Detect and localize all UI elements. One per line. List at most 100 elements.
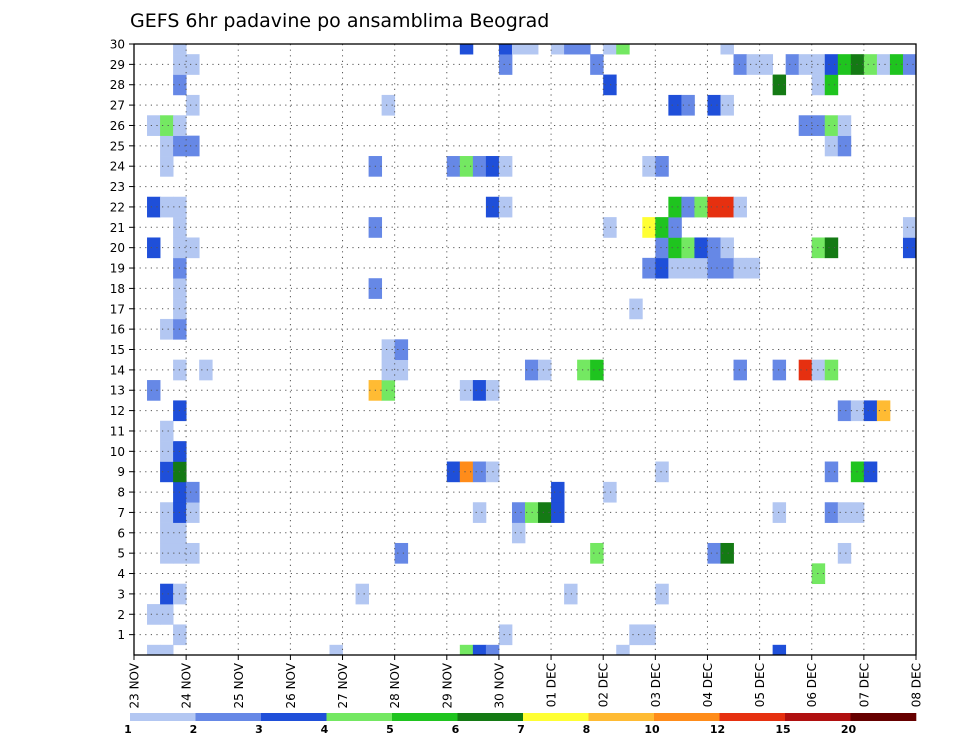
heatmap-cell [511, 522, 526, 544]
heatmap-cell [824, 461, 839, 483]
heatmap-cell [160, 318, 174, 340]
heatmap-cell [785, 54, 800, 75]
heatmap-cell [746, 54, 760, 75]
heatmap-cell [590, 359, 604, 381]
grid-lines [134, 44, 916, 655]
heatmap-cell [160, 420, 174, 442]
heatmap-cell [707, 542, 721, 564]
colorbar-label: 12 [710, 723, 725, 736]
x-tick-label: 23 NOV [128, 662, 142, 708]
heatmap-cell [811, 54, 826, 75]
y-tick-label: 3 [117, 587, 125, 601]
heatmap-cell [824, 359, 839, 381]
heatmap-cell [603, 481, 617, 503]
heatmap-cell [186, 237, 200, 259]
heatmap-cell [459, 644, 474, 656]
heatmap-cell [811, 359, 826, 381]
heatmap-cell [394, 542, 409, 564]
colorbar-swatch [130, 713, 196, 721]
heatmap-cell [160, 542, 174, 564]
y-tick-label: 25 [110, 139, 125, 153]
heatmap-cell [186, 94, 200, 116]
heatmap-cell [837, 115, 852, 136]
x-tick-label: 03 DEC [649, 663, 663, 707]
heatmap-cell [863, 461, 878, 483]
heatmap-cell [655, 156, 669, 177]
heatmap-cell [459, 380, 474, 401]
heatmap-cell [551, 44, 565, 55]
heatmap-cell [655, 217, 669, 238]
colorbar-swatch [457, 713, 524, 721]
y-tick-label: 19 [110, 262, 125, 276]
heatmap-cell [759, 54, 774, 75]
y-tick-label: 26 [110, 119, 125, 133]
colorbar-label: 3 [255, 723, 263, 736]
heatmap-cell [511, 502, 526, 523]
heatmap-cell [564, 44, 578, 55]
heatmap-cell [186, 502, 200, 523]
heatmap-cell [381, 359, 396, 381]
colorbar-swatch [523, 713, 589, 721]
heatmap-cell [160, 135, 174, 157]
heatmap-cell [772, 359, 787, 381]
heatmap-cell [824, 54, 839, 75]
heatmap-cell [459, 156, 474, 177]
heatmap-cell [811, 237, 826, 259]
y-tick-label: 4 [117, 567, 125, 581]
heatmap-cell [538, 502, 552, 523]
heatmap-cell [772, 74, 787, 96]
heatmap-cell [160, 461, 174, 483]
y-tick-label: 10 [110, 445, 125, 459]
y-tick-label: 24 [110, 160, 125, 174]
heatmap-cell [681, 94, 695, 116]
y-tick-label: 18 [110, 282, 125, 296]
heatmap-cell [863, 54, 878, 75]
y-tick-label: 11 [110, 424, 125, 438]
heatmap-cell [642, 624, 656, 646]
colorbar-swatch [719, 713, 786, 721]
heatmap-cell [186, 54, 200, 75]
heatmap-cell [902, 217, 917, 238]
heatmap-cell [472, 156, 487, 177]
y-tick-label: 28 [110, 78, 125, 92]
heatmap-cell [694, 237, 708, 259]
heatmap-cell [603, 44, 617, 55]
colorbar: 1 2 3 4 5 6 7 8 10 12 15 20 [124, 713, 917, 736]
y-tick-label: 27 [110, 99, 125, 113]
y-tick-label: 15 [110, 343, 125, 357]
colorbar-swatch [850, 713, 917, 721]
heatmap-cell [681, 196, 695, 218]
y-tick-label: 7 [117, 506, 125, 520]
heatmap-cell [720, 44, 734, 55]
heatmap-cell [798, 359, 813, 381]
colorbar-swatch [785, 713, 851, 721]
heatmap-cell [381, 380, 396, 401]
y-tick-label: 9 [117, 465, 125, 479]
heatmap-cell [811, 115, 826, 136]
y-tick-label: 13 [110, 384, 125, 398]
heatmap-cell [629, 624, 643, 646]
heatmap-cell [668, 257, 682, 279]
heatmap-cell [160, 502, 174, 523]
x-tick-label: 30 NOV [492, 662, 506, 708]
heatmap-cell [498, 156, 513, 177]
heatmap-cell [472, 644, 487, 656]
heatmap-cell [733, 54, 747, 75]
heatmap-cell [720, 196, 734, 218]
heatmap-cell [173, 44, 187, 55]
heatmap-cell [577, 359, 591, 381]
colorbar-label: 8 [583, 723, 591, 736]
colorbar-swatch [261, 713, 327, 721]
y-tick-label: 2 [117, 608, 125, 622]
heatmap-cell [147, 115, 161, 136]
heatmap-cell [811, 563, 826, 585]
colorbar-label: 2 [190, 723, 198, 736]
heatmap-cell [498, 44, 513, 55]
heatmap-cell [876, 400, 891, 422]
heatmap-cell [590, 542, 604, 564]
heatmap-cell [147, 196, 161, 218]
heatmap-cell [472, 461, 487, 483]
heatmap-cell [811, 74, 826, 96]
heatmap-cell [525, 44, 539, 55]
